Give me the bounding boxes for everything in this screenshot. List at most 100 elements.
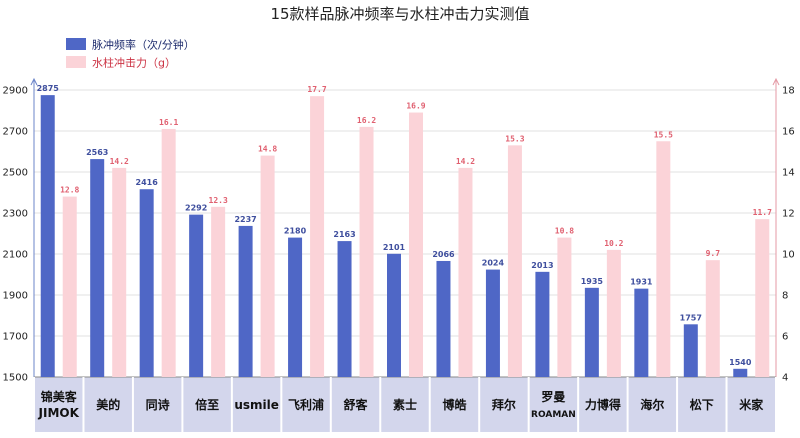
bar-pulse-frequency bbox=[485, 269, 500, 377]
legend-swatch-impact-force bbox=[66, 56, 86, 68]
bar-label-pulse-frequency: 2237 bbox=[234, 215, 256, 224]
bar-label-pulse-frequency: 1935 bbox=[581, 277, 604, 286]
y-right-axis-arrow bbox=[772, 77, 780, 86]
bar-label-impact-force: 10.2 bbox=[604, 239, 623, 248]
category-label-sub: ROAMAN bbox=[531, 410, 576, 420]
bar-pulse-frequency bbox=[387, 253, 401, 377]
bar-pulse-frequency bbox=[288, 237, 303, 377]
y-left-tick-label: 2700 bbox=[3, 127, 28, 138]
bar-impact-force bbox=[557, 237, 572, 377]
y-left-tick-label: 2500 bbox=[3, 168, 28, 179]
bar-impact-force bbox=[606, 249, 621, 377]
bar-impact-force bbox=[112, 167, 127, 377]
bar-label-impact-force: 12.8 bbox=[60, 186, 79, 195]
bar-label-impact-force: 10.8 bbox=[555, 227, 574, 236]
bar-pulse-frequency bbox=[535, 271, 550, 377]
bar-pulse-frequency bbox=[139, 189, 154, 377]
category-label: 罗曼 bbox=[541, 389, 565, 404]
category-label: 素士 bbox=[393, 397, 417, 412]
y-right-tick-label: 14 bbox=[782, 168, 795, 179]
bar-label-pulse-frequency: 2563 bbox=[86, 148, 108, 157]
bar-pulse-frequency bbox=[733, 368, 748, 377]
bar-label-pulse-frequency: 2292 bbox=[185, 204, 207, 213]
bar-label-pulse-frequency: 1931 bbox=[630, 278, 653, 287]
y-right-tick-label: 18 bbox=[782, 86, 795, 97]
bar-pulse-frequency bbox=[238, 225, 253, 377]
y-right-tick-label: 10 bbox=[782, 250, 795, 261]
category-label: 同诗 bbox=[146, 397, 170, 412]
legend-label-impact-force: 水柱冲击力（g） bbox=[92, 56, 176, 70]
bar-impact-force bbox=[755, 219, 770, 377]
bar-label-pulse-frequency: 2416 bbox=[136, 178, 159, 187]
category-label: 海尔 bbox=[640, 397, 664, 412]
bar-pulse-frequency bbox=[189, 214, 204, 377]
y-left-axis-arrow bbox=[30, 77, 38, 86]
legend-label-pulse-frequency: 脉冲频率（次/分钟） bbox=[92, 38, 195, 52]
y-right-tick-label: 12 bbox=[782, 209, 795, 220]
bar-label-pulse-frequency: 2024 bbox=[482, 259, 505, 268]
bar-label-impact-force: 16.1 bbox=[159, 118, 178, 127]
bar-impact-force bbox=[705, 260, 720, 377]
bar-label-impact-force: 14.2 bbox=[456, 157, 475, 166]
category-label: 飞利浦 bbox=[288, 397, 324, 412]
category-label: 锦美客 bbox=[41, 389, 78, 404]
chart-title: 15款样品脉冲频率与水柱冲击力实测值 bbox=[270, 5, 529, 23]
y-left-tick-label: 1500 bbox=[3, 373, 28, 384]
y-left-tick-label: 2300 bbox=[3, 209, 28, 220]
bar-label-impact-force: 14.8 bbox=[258, 145, 277, 154]
y-left-tick-label: 2900 bbox=[3, 86, 28, 97]
category-label: 倍至 bbox=[195, 397, 219, 412]
bar-impact-force bbox=[62, 196, 77, 377]
bar-impact-force bbox=[507, 145, 522, 377]
bar-pulse-frequency bbox=[634, 288, 649, 377]
category-label: usmile bbox=[234, 398, 279, 412]
bar-impact-force bbox=[409, 112, 423, 378]
category-label: 力博得 bbox=[585, 397, 621, 412]
bar-pulse-frequency bbox=[584, 287, 599, 377]
bar-impact-force bbox=[161, 128, 176, 377]
category-label: 博皓 bbox=[442, 397, 466, 412]
y-left-tick-label: 2100 bbox=[3, 250, 28, 261]
bar-pulse-frequency bbox=[40, 95, 55, 377]
y-right-tick-label: 4 bbox=[782, 373, 788, 384]
bar-label-pulse-frequency: 2101 bbox=[383, 243, 406, 252]
bar-label-pulse-frequency: 2180 bbox=[284, 227, 307, 236]
bar-pulse-frequency bbox=[90, 159, 105, 377]
y-right-tick-label: 6 bbox=[782, 332, 788, 343]
bar-label-impact-force: 15.3 bbox=[505, 134, 524, 143]
bar-label-impact-force: 17.7 bbox=[307, 85, 326, 94]
bar-label-pulse-frequency: 2066 bbox=[432, 250, 455, 259]
bar-label-impact-force: 14.2 bbox=[110, 157, 129, 166]
y-left-tick-label: 1900 bbox=[3, 291, 28, 302]
category-label: 拜尔 bbox=[492, 397, 516, 412]
bar-label-impact-force: 16.9 bbox=[406, 102, 425, 111]
legend-swatch-pulse-frequency bbox=[66, 38, 86, 50]
bar-label-impact-force: 12.3 bbox=[209, 196, 228, 205]
bar-impact-force bbox=[260, 155, 275, 377]
bar-label-impact-force: 16.2 bbox=[357, 116, 376, 125]
bar-label-impact-force: 9.7 bbox=[706, 249, 721, 258]
bar-label-impact-force: 11.7 bbox=[753, 208, 772, 217]
bar-pulse-frequency bbox=[683, 324, 698, 377]
bar-label-pulse-frequency: 2875 bbox=[37, 84, 60, 93]
bar-impact-force bbox=[458, 167, 473, 377]
bar-impact-force bbox=[211, 206, 226, 377]
bar-label-pulse-frequency: 1757 bbox=[680, 313, 702, 322]
bar-impact-force bbox=[656, 141, 671, 377]
bar-label-pulse-frequency: 2013 bbox=[531, 261, 553, 270]
y-right-tick-label: 16 bbox=[782, 127, 795, 138]
y-right-tick-label: 8 bbox=[782, 291, 788, 302]
bar-label-pulse-frequency: 1540 bbox=[729, 358, 752, 367]
bar-impact-force bbox=[359, 126, 374, 378]
bar-pulse-frequency bbox=[337, 241, 352, 377]
category-label-sub: JIMOK bbox=[38, 406, 80, 420]
category-label: 松下 bbox=[690, 397, 714, 412]
bar-label-pulse-frequency: 2163 bbox=[333, 230, 355, 239]
category-label: 美的 bbox=[96, 397, 120, 412]
bar-pulse-frequency bbox=[436, 260, 451, 377]
bar-impact-force bbox=[310, 96, 325, 378]
bar-label-impact-force: 15.5 bbox=[654, 130, 673, 139]
category-band bbox=[34, 377, 776, 432]
